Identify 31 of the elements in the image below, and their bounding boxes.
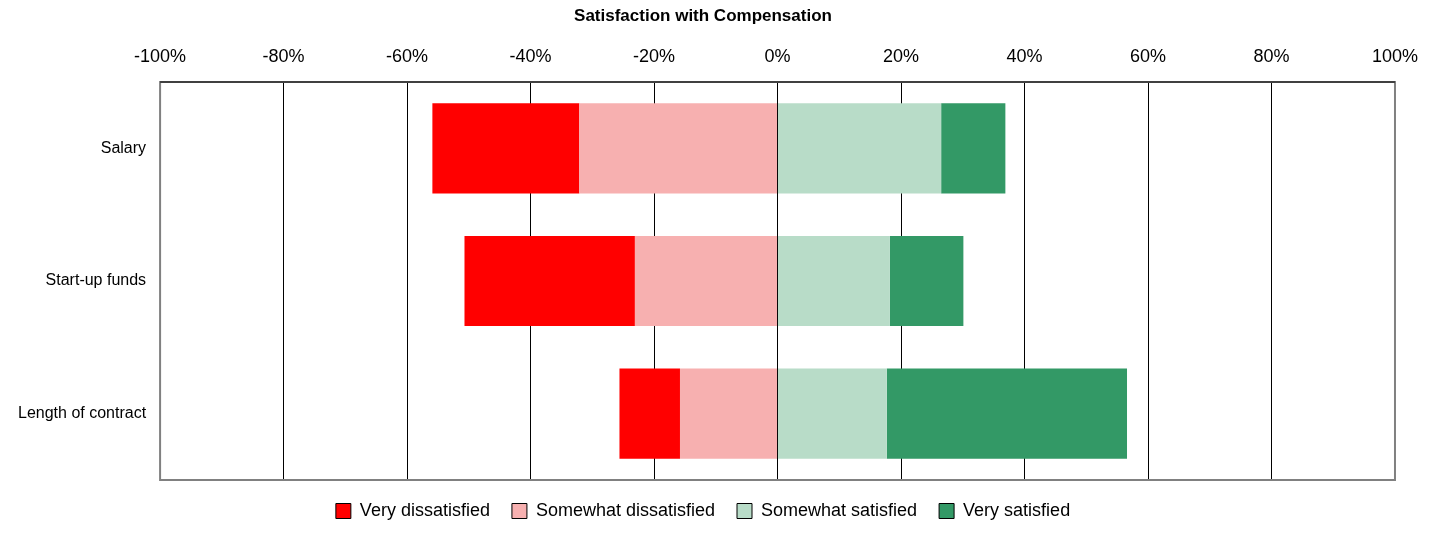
bar	[634, 235, 778, 327]
bar	[778, 103, 942, 194]
x-tick-label: 40%	[1006, 46, 1043, 67]
legend-label: Very satisfied	[963, 499, 1071, 520]
legend-label: Somewhat dissatisfied	[535, 499, 716, 520]
x-tick-label: 100%	[1371, 46, 1418, 67]
bar	[432, 103, 580, 194]
x-tick-label: -80%	[262, 46, 305, 67]
bar	[619, 368, 680, 459]
bar	[889, 235, 964, 327]
x-tick-label: 0%	[764, 46, 791, 67]
y-tick-label: Length of contract	[17, 404, 147, 422]
x-tick-label: 60%	[1129, 46, 1167, 67]
x-tick-label: -20%	[633, 46, 676, 67]
x-tick-label: -40%	[509, 46, 552, 67]
y-tick-label: Salary	[100, 138, 147, 156]
x-tick-label: -100%	[134, 46, 187, 67]
x-tick-label: 20%	[883, 46, 920, 67]
bar	[679, 368, 778, 459]
chart-title: Satisfaction with Compensation	[574, 5, 832, 25]
bar	[778, 368, 887, 459]
bar	[886, 368, 1128, 459]
x-tick-label: 80%	[1253, 46, 1290, 67]
legend-label: Somewhat satisfied	[761, 499, 918, 520]
bar	[778, 235, 890, 327]
bar	[941, 103, 1006, 194]
x-tick-label: -60%	[386, 46, 429, 67]
bar	[579, 103, 778, 194]
y-tick-label: Start-up funds	[45, 271, 147, 289]
bar	[464, 235, 635, 327]
legend-label: Very dissatisfied	[359, 499, 490, 520]
